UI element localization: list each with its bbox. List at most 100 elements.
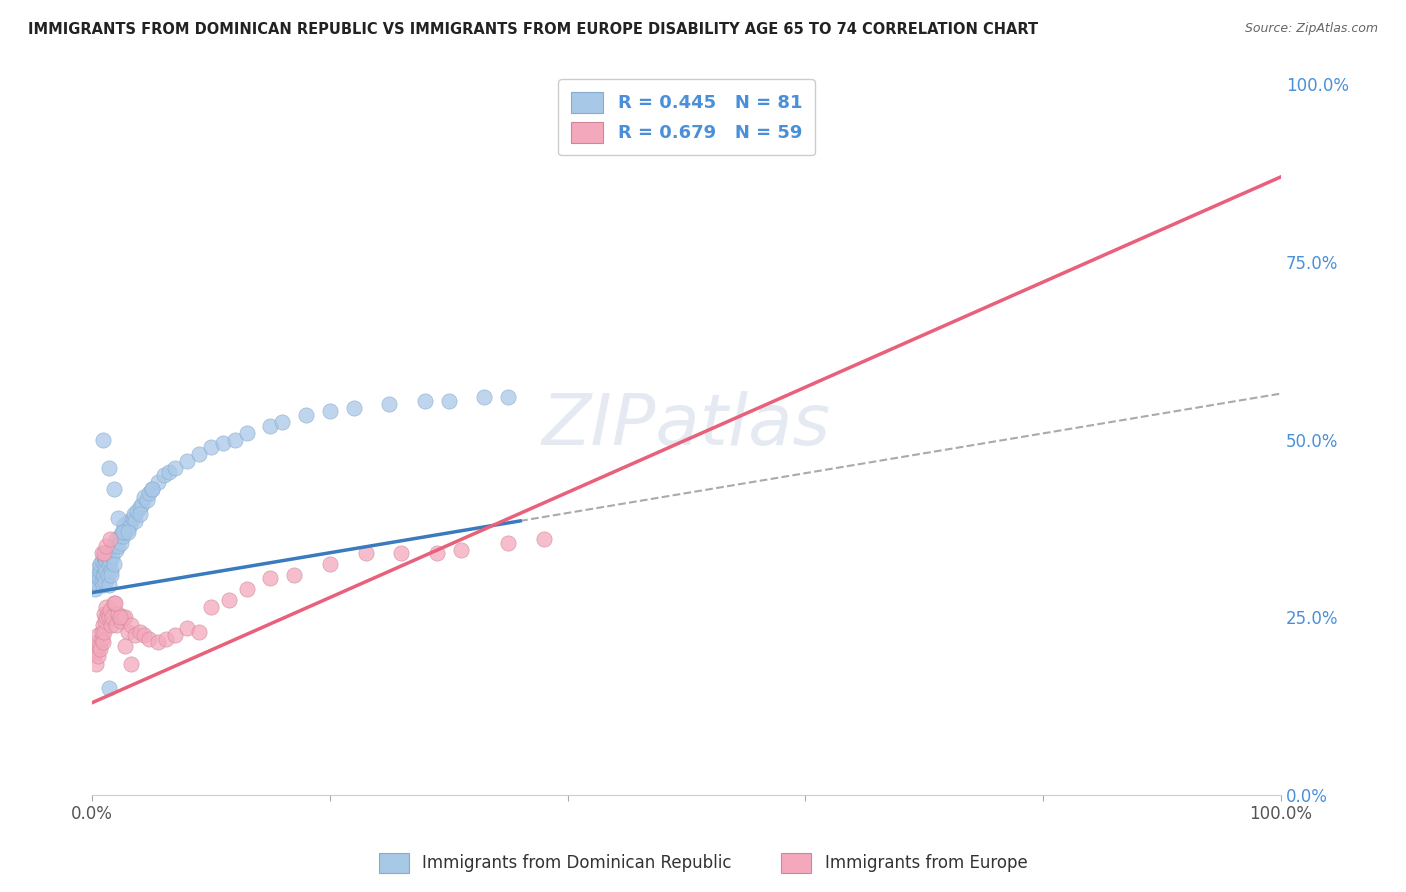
- Point: [176, 621, 198, 635]
- Point: [200, 440, 222, 454]
- Point: [165, 628, 187, 642]
- Point: [319, 404, 342, 418]
- Point: [93, 624, 115, 639]
- Point: [124, 515, 146, 529]
- Point: [114, 639, 136, 653]
- Point: [94, 614, 117, 628]
- Point: [96, 539, 118, 553]
- Point: [200, 599, 222, 614]
- Point: [127, 504, 149, 518]
- Point: [111, 525, 134, 540]
- Point: [104, 617, 127, 632]
- Point: [90, 624, 112, 639]
- Point: [343, 401, 366, 415]
- Point: [100, 567, 122, 582]
- Point: [120, 617, 142, 632]
- Point: [103, 596, 125, 610]
- Point: [96, 553, 118, 567]
- Point: [97, 607, 120, 621]
- Point: [108, 610, 131, 624]
- Point: [271, 415, 294, 429]
- Point: [283, 567, 305, 582]
- Point: [117, 522, 139, 536]
- Point: [89, 571, 111, 585]
- Point: [188, 624, 211, 639]
- Point: [87, 628, 110, 642]
- Point: [87, 649, 110, 664]
- Point: [97, 461, 120, 475]
- Point: [159, 465, 181, 479]
- Point: [413, 393, 436, 408]
- Point: [83, 582, 105, 596]
- Point: [496, 536, 519, 550]
- Point: [93, 546, 115, 560]
- Point: [117, 525, 139, 540]
- Point: [121, 511, 143, 525]
- Point: [224, 433, 246, 447]
- Point: [120, 518, 142, 533]
- Point: [165, 461, 187, 475]
- Point: [135, 493, 157, 508]
- Point: [124, 628, 146, 642]
- Point: [155, 632, 177, 646]
- Point: [91, 433, 114, 447]
- Point: [97, 610, 120, 624]
- Point: [91, 567, 114, 582]
- Point: [103, 539, 125, 553]
- Point: [98, 533, 121, 547]
- Point: [496, 390, 519, 404]
- Point: [128, 624, 150, 639]
- Point: [84, 574, 107, 589]
- Point: [97, 578, 120, 592]
- Point: [86, 635, 108, 649]
- Point: [146, 475, 169, 490]
- Point: [93, 549, 115, 564]
- Point: [90, 574, 112, 589]
- Point: [100, 564, 122, 578]
- Point: [112, 525, 135, 540]
- Point: [134, 490, 156, 504]
- Point: [91, 635, 114, 649]
- Point: [235, 582, 257, 596]
- Point: [188, 447, 211, 461]
- Point: [114, 525, 136, 540]
- Point: [1115, 63, 1137, 78]
- Point: [93, 557, 115, 571]
- Point: [378, 397, 401, 411]
- Point: [96, 610, 118, 624]
- Point: [112, 610, 135, 624]
- Point: [131, 497, 153, 511]
- Point: [91, 578, 114, 592]
- Point: [101, 549, 124, 564]
- Point: [98, 553, 121, 567]
- Point: [101, 610, 124, 624]
- Point: [426, 546, 449, 560]
- Point: [87, 578, 110, 592]
- Point: [98, 542, 121, 557]
- Point: [354, 546, 377, 560]
- Point: [87, 560, 110, 574]
- Point: [128, 508, 150, 522]
- Point: [114, 610, 136, 624]
- Point: [235, 425, 257, 440]
- Point: [93, 607, 115, 621]
- Point: [93, 567, 115, 582]
- Point: [120, 657, 142, 671]
- Point: [437, 393, 460, 408]
- Point: [110, 614, 132, 628]
- Point: [117, 624, 139, 639]
- Text: Source: ZipAtlas.com: Source: ZipAtlas.com: [1244, 22, 1378, 36]
- Point: [103, 557, 125, 571]
- Point: [104, 596, 127, 610]
- Point: [98, 603, 121, 617]
- Point: [104, 542, 127, 557]
- Point: [110, 536, 132, 550]
- Point: [89, 642, 111, 657]
- Point: [112, 518, 135, 533]
- Legend: R = 0.445   N = 81, R = 0.679   N = 59: R = 0.445 N = 81, R = 0.679 N = 59: [558, 79, 815, 155]
- Point: [94, 560, 117, 574]
- Point: [533, 533, 555, 547]
- Point: [104, 533, 127, 547]
- Point: [89, 639, 111, 653]
- Point: [218, 592, 240, 607]
